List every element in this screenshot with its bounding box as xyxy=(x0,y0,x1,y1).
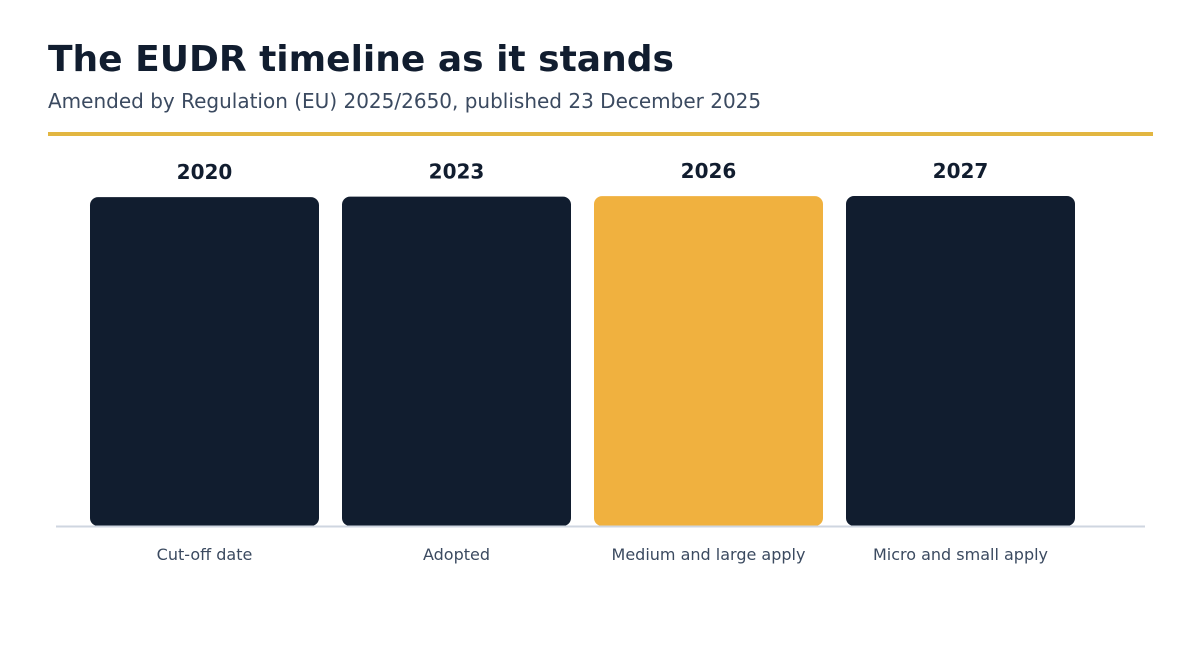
category-label-1: Adopted xyxy=(423,545,490,564)
bar-1 xyxy=(342,196,571,526)
bar-value-label-2: 2026 xyxy=(681,159,737,183)
title-divider xyxy=(48,132,1153,136)
bar-0 xyxy=(90,197,319,526)
bar-2 xyxy=(594,196,823,527)
bar-value-label-3: 2027 xyxy=(933,159,989,183)
chart-title: The EUDR timeline as it stands xyxy=(48,39,674,80)
category-label-0: Cut-off date xyxy=(157,545,253,564)
bar-3 xyxy=(846,196,1075,526)
bar-value-label-0: 2020 xyxy=(177,160,233,184)
category-label-3: Micro and small apply xyxy=(873,545,1048,564)
chart-subtitle: Amended by Regulation (EU) 2025/2650, pu… xyxy=(48,89,762,113)
bar-value-label-1: 2023 xyxy=(429,160,485,184)
category-label-2: Medium and large apply xyxy=(612,545,806,564)
